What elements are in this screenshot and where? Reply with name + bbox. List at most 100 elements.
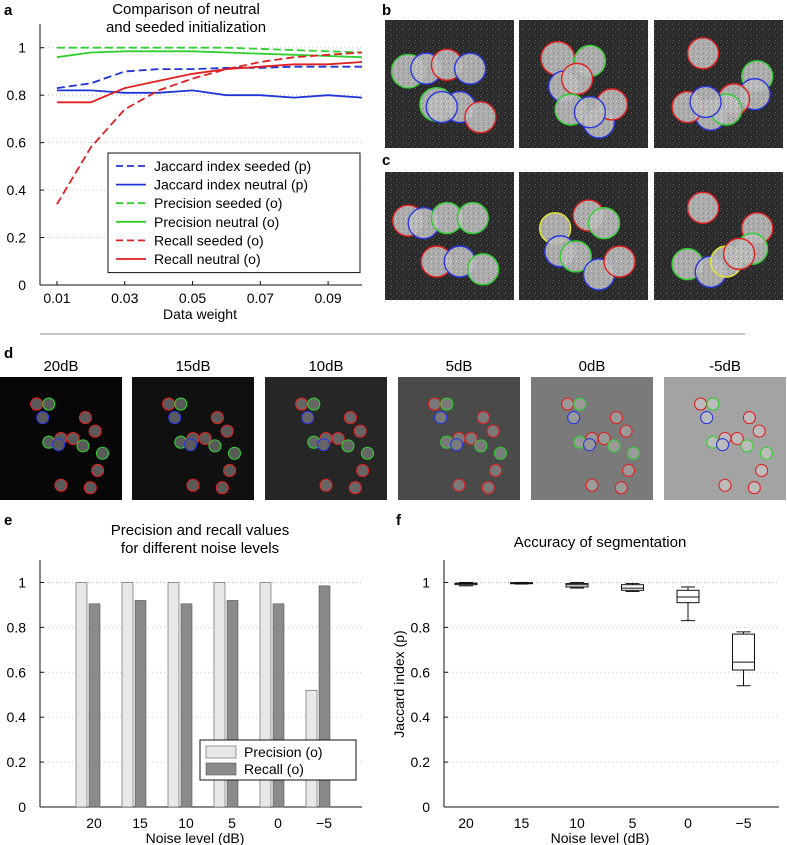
- x-tick-label: 0: [274, 815, 282, 831]
- microscopy-image: [519, 172, 648, 300]
- chart-title: Accuracy of segmentation: [514, 534, 687, 551]
- cell-outline: [453, 52, 487, 85]
- cell-outline: [573, 397, 587, 411]
- cell-outline: [295, 397, 309, 411]
- panel-label-c: c: [382, 152, 390, 169]
- cell-outline: [91, 463, 105, 478]
- x-tick-label: 20: [86, 815, 102, 831]
- series-line: [56, 89, 363, 99]
- x-tick-label: 20: [458, 815, 474, 831]
- cell-outline: [567, 411, 581, 425]
- cell-outline: [356, 463, 370, 478]
- cell-outline: [730, 431, 744, 446]
- y-axis-label: Jaccard index (p): [391, 630, 407, 737]
- cell-outline: [223, 463, 237, 478]
- cell-outline: [353, 424, 367, 438]
- cell-outline: [88, 424, 102, 438]
- cell-images-b: [385, 20, 783, 148]
- cell-outline: [476, 411, 490, 425]
- cell-outline: [747, 481, 761, 495]
- cell-outline: [614, 481, 628, 495]
- box: [621, 584, 644, 591]
- x-tick-label: 10: [178, 815, 194, 831]
- cell-outline: [603, 245, 636, 278]
- bar: [180, 603, 193, 808]
- cell-outline: [622, 463, 636, 478]
- cell-outline: [76, 439, 90, 453]
- cell-outline: [36, 411, 50, 425]
- chart-title: Precision and recall values: [111, 522, 289, 539]
- cell-outline: [752, 424, 766, 438]
- y-tick-label: 0.6: [7, 135, 27, 151]
- cell-outline: [694, 397, 708, 411]
- cell-outline: [626, 446, 641, 460]
- bar: [121, 582, 134, 808]
- cell-outline: [583, 438, 597, 452]
- legend-entry: Recall seeded (o): [154, 232, 264, 248]
- bar: [226, 600, 239, 808]
- legend-entry: Precision neutral (o): [154, 214, 279, 230]
- x-tick-label: 0.07: [247, 290, 274, 306]
- legend-entry: Precision seeded (o): [154, 195, 282, 211]
- cell-outline: [168, 411, 182, 425]
- legend-entry: Jaccard index seeded (p): [154, 158, 311, 174]
- y-tick-label: 0.8: [7, 87, 27, 103]
- bar: [75, 582, 88, 808]
- x-tick-label: 0.03: [111, 290, 138, 306]
- series-line: [56, 61, 363, 104]
- bar: [213, 582, 226, 808]
- y-tick-label: 0.2: [411, 754, 431, 770]
- noise-image-row: 20dB 15dB 10dB 5dB 0dB -5dB: [0, 358, 786, 500]
- cell-outline: [331, 431, 345, 446]
- cell-outline: [307, 397, 321, 411]
- y-tick-label: 0.4: [7, 709, 27, 725]
- noise-level-label: 15dB: [175, 358, 210, 375]
- cell-outline: [186, 478, 200, 492]
- cell-outline: [215, 481, 229, 495]
- cell-outline: [341, 439, 355, 453]
- cell-outline: [66, 431, 80, 446]
- cell-outline: [198, 431, 212, 446]
- cell-outline: [759, 446, 774, 460]
- cell-outline: [561, 397, 575, 411]
- cell-outline: [95, 446, 110, 460]
- bar: [272, 603, 285, 808]
- cell-outline: [452, 478, 466, 492]
- box: [565, 583, 589, 588]
- cell-outline: [83, 481, 97, 495]
- y-tick-label: 1: [422, 574, 430, 590]
- cell-outline: [162, 397, 176, 411]
- legend-entry: Recall (o): [244, 761, 304, 777]
- cell-outline: [30, 397, 44, 411]
- x-tick-label: 5: [228, 815, 236, 831]
- cell-outline: [343, 411, 357, 425]
- chart-title: for different noise levels: [121, 540, 279, 557]
- bar: [88, 603, 101, 808]
- series-line: [56, 51, 363, 205]
- cell-outline: [716, 438, 730, 452]
- cell-outline: [319, 478, 333, 492]
- y-tick-label: 0: [422, 799, 430, 815]
- cell-outline: [301, 411, 315, 425]
- box: [676, 589, 700, 604]
- cell-outline: [450, 438, 464, 452]
- cell-outline: [560, 62, 594, 96]
- cell-outline: [434, 411, 448, 425]
- y-tick-label: 0.8: [411, 619, 431, 635]
- cell-outline: [360, 446, 375, 460]
- cell-outline: [184, 438, 198, 452]
- cell-outline: [486, 424, 500, 438]
- cell-outline: [456, 201, 489, 235]
- cell-outline: [210, 411, 224, 425]
- legend-box: [107, 152, 361, 274]
- y-tick-label: 0.4: [411, 709, 431, 725]
- cell-outline: [425, 90, 458, 124]
- cell-outline: [428, 397, 442, 411]
- cell-outline: [573, 95, 607, 129]
- legend-swatch: [205, 762, 237, 776]
- cell-outline: [619, 424, 633, 438]
- x-axis-label: Noise level (dB): [146, 830, 245, 845]
- cell-outline: [493, 446, 508, 460]
- x-tick-label: −5: [316, 815, 332, 831]
- y-tick-label: 0: [18, 277, 26, 293]
